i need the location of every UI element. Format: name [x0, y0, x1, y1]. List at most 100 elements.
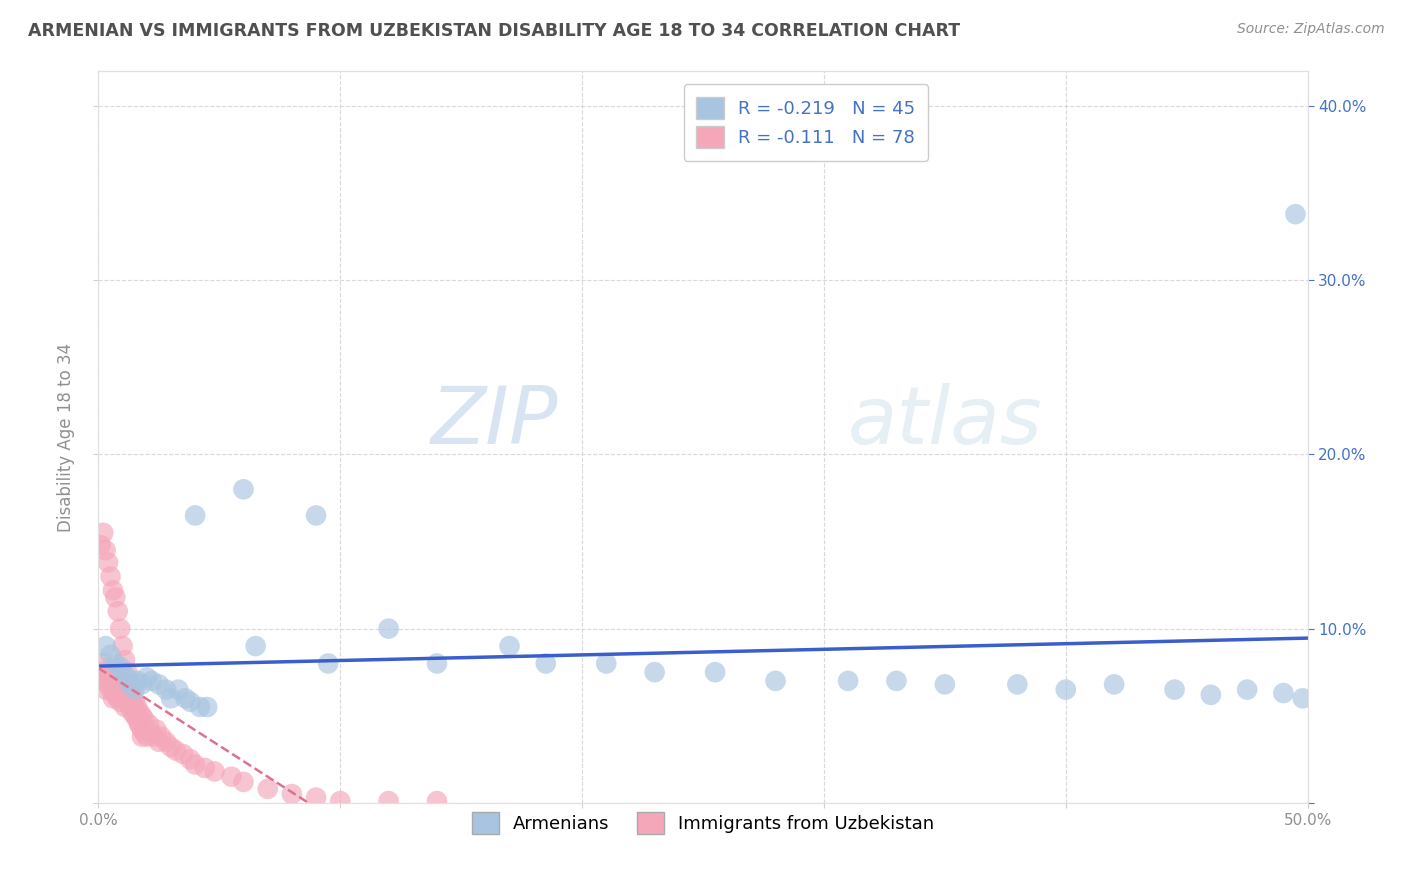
Point	[128, 717, 150, 731]
Point	[245, 639, 267, 653]
Point	[114, 700, 136, 714]
Point	[184, 757, 207, 772]
Text: Source: ZipAtlas.com: Source: ZipAtlas.com	[1237, 22, 1385, 37]
Point	[111, 639, 134, 653]
Point	[101, 583, 124, 598]
Point	[188, 700, 211, 714]
Point	[135, 670, 157, 684]
Point	[194, 761, 217, 775]
Point	[124, 708, 146, 723]
Point	[232, 775, 254, 789]
Point	[97, 556, 120, 570]
Point	[1007, 677, 1029, 691]
Point	[94, 682, 117, 697]
Point	[121, 688, 143, 702]
Point	[108, 695, 131, 709]
Point	[1054, 682, 1077, 697]
Point	[127, 712, 149, 726]
Point	[498, 639, 520, 653]
Point	[128, 705, 150, 719]
Point	[595, 657, 617, 671]
Point	[1272, 686, 1295, 700]
Point	[101, 677, 124, 691]
Point	[121, 705, 143, 719]
Point	[114, 653, 136, 667]
Point	[148, 677, 170, 691]
Point	[108, 682, 131, 697]
Point	[118, 688, 141, 702]
Point	[1284, 207, 1306, 221]
Point	[124, 700, 146, 714]
Point	[174, 691, 197, 706]
Point	[131, 723, 153, 737]
Point	[101, 691, 124, 706]
Point	[232, 483, 254, 497]
Point	[104, 688, 127, 702]
Point	[100, 569, 122, 583]
Point	[91, 673, 114, 688]
Point	[150, 730, 173, 744]
Point	[160, 740, 183, 755]
Point	[329, 794, 352, 808]
Point	[160, 691, 183, 706]
Point	[305, 790, 328, 805]
Point	[117, 695, 139, 709]
Point	[118, 677, 141, 691]
Point	[148, 735, 170, 749]
Point	[221, 770, 243, 784]
Point	[111, 677, 134, 691]
Point	[124, 682, 146, 697]
Point	[305, 508, 328, 523]
Point	[108, 622, 131, 636]
Point	[1236, 682, 1258, 697]
Point	[94, 670, 117, 684]
Point	[108, 660, 131, 674]
Point	[107, 604, 129, 618]
Point	[124, 695, 146, 709]
Point	[127, 708, 149, 723]
Point	[167, 682, 190, 697]
Point	[1163, 682, 1185, 697]
Point	[127, 700, 149, 714]
Point	[134, 712, 156, 726]
Point	[534, 657, 557, 671]
Text: atlas: atlas	[848, 384, 1043, 461]
Point	[143, 730, 166, 744]
Point	[765, 673, 787, 688]
Point	[934, 677, 956, 691]
Point	[426, 657, 449, 671]
Point	[90, 665, 112, 680]
Text: ZIP: ZIP	[430, 384, 558, 461]
Point	[886, 673, 908, 688]
Point	[111, 691, 134, 706]
Point	[107, 677, 129, 691]
Point	[195, 700, 218, 714]
Legend: Armenians, Immigrants from Uzbekistan: Armenians, Immigrants from Uzbekistan	[461, 801, 945, 845]
Point	[377, 622, 399, 636]
Point	[104, 657, 127, 671]
Point	[118, 677, 141, 691]
Point	[111, 665, 134, 680]
Point	[131, 677, 153, 691]
Point	[256, 781, 278, 796]
Point	[837, 673, 859, 688]
Point	[94, 543, 117, 558]
Point	[91, 657, 114, 671]
Point	[104, 591, 127, 605]
Point	[179, 695, 201, 709]
Point	[204, 764, 226, 779]
Point	[281, 787, 304, 801]
Point	[117, 682, 139, 697]
Point	[316, 657, 339, 671]
Point	[1292, 691, 1315, 706]
Point	[131, 708, 153, 723]
Point	[121, 691, 143, 706]
Point	[114, 688, 136, 702]
Point	[145, 723, 167, 737]
Point	[1199, 688, 1222, 702]
Point	[155, 735, 177, 749]
Point	[100, 648, 122, 662]
Point	[138, 717, 160, 731]
Point	[165, 743, 187, 757]
Point	[172, 747, 194, 761]
